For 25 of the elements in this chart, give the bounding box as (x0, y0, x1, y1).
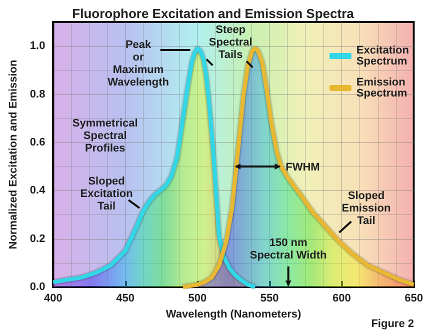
y-tick-label: 0.6 (30, 136, 46, 148)
annotation: Sloped Emission Tail (342, 190, 391, 227)
chart-title: Fluorophore Excitation and Emission Spectra (72, 6, 355, 21)
legend-label: Emission Spectrum (356, 76, 408, 100)
y-tick-label: 0.0 (30, 281, 46, 293)
y-tick-label: 0.2 (30, 232, 46, 245)
y-tick-label: 0.4 (30, 184, 46, 197)
x-tick-label: 400 (44, 292, 62, 304)
x-tick-label: 550 (260, 292, 279, 304)
caption: Figure 2 (371, 318, 414, 330)
annotation: Peak or Maximum Wavelength (108, 39, 170, 89)
annotation: 150 nm Spectral Width (250, 237, 328, 262)
y-tick-label: 1.0 (30, 40, 46, 52)
x-tick-label: 600 (332, 292, 351, 304)
annotation: Symmetrical Spectral Profiles (72, 118, 138, 155)
x-axis-title: Wavelength (Nanometers) (166, 308, 302, 320)
x-tick-label: 500 (188, 292, 207, 304)
y-axis-title: Normalized Excitation and Emission (8, 59, 20, 250)
annotation: Steep Spectral Tails (208, 24, 252, 61)
legend-label: Excitation Spectrum (356, 44, 410, 68)
x-tick-label: 450 (116, 292, 134, 304)
y-tick-label: 0.8 (30, 88, 46, 100)
annotation: FWHM (286, 162, 320, 174)
x-tick-label: 650 (404, 292, 424, 304)
annotation: Sloped Excitation Tail (80, 176, 134, 213)
